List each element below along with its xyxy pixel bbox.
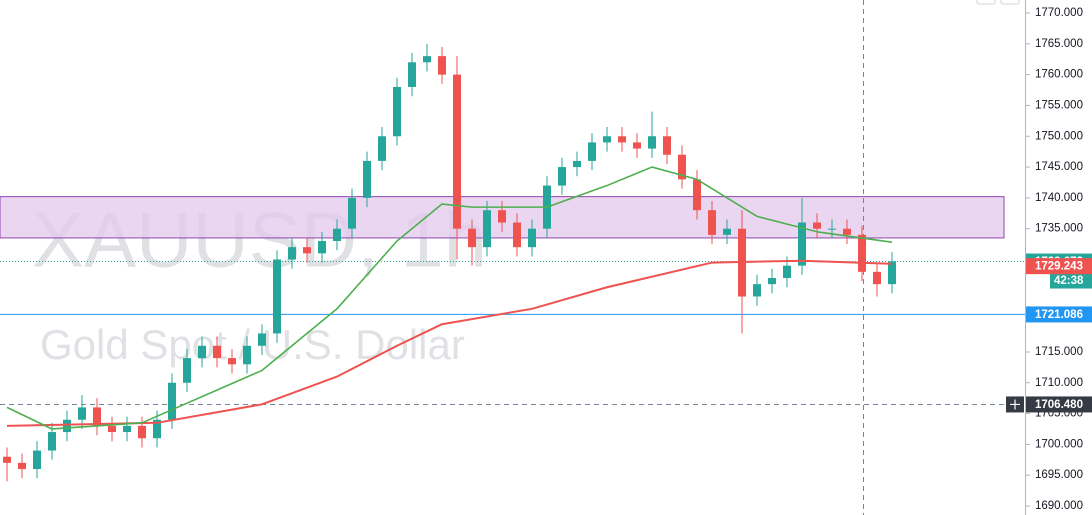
candle-body <box>498 210 506 223</box>
y-tick-label: 1700.000 <box>1035 438 1083 450</box>
candle-body <box>828 228 836 230</box>
candle-body <box>3 456 11 463</box>
y-tick-label: 1745.000 <box>1035 161 1083 173</box>
candle-body <box>528 228 536 248</box>
candle-body <box>363 160 371 198</box>
candle-body <box>393 86 401 137</box>
candle-body <box>213 345 221 359</box>
candle-body <box>108 425 116 433</box>
watermark-description: Gold Spot / U.S. Dollar <box>40 321 465 368</box>
plus-icon <box>1010 399 1020 410</box>
candle-body <box>663 136 671 155</box>
candle-body <box>228 358 236 365</box>
candle-body <box>453 74 461 229</box>
y-tick-label: 1735.000 <box>1035 223 1083 235</box>
toolbar-button[interactable] <box>1000 0 1020 5</box>
prev-close-tag: 1729.243 <box>1035 261 1083 273</box>
moving-average <box>6 166 893 430</box>
crosshair-tag-bg <box>1026 396 1092 413</box>
y-tick-label: 1750.000 <box>1035 130 1083 142</box>
candle-body <box>618 136 626 143</box>
candle-body <box>753 284 761 297</box>
y-tick-label: 1690.000 <box>1035 500 1083 512</box>
candle-body <box>183 358 191 383</box>
candle-body <box>273 259 281 334</box>
candle-body <box>558 167 566 186</box>
candle-body <box>798 222 806 266</box>
y-tick-label: 1710.000 <box>1035 377 1083 389</box>
candle-body <box>93 407 101 426</box>
candle-body <box>603 136 611 143</box>
candle-body <box>438 56 446 75</box>
plot-area <box>0 0 1025 515</box>
candle-body <box>648 136 656 149</box>
candle-body <box>768 277 776 285</box>
candle-body <box>588 142 596 161</box>
candle-body <box>423 56 431 63</box>
y-tick-label: 1740.000 <box>1035 192 1083 204</box>
prev-close-tag-bg <box>1026 258 1092 275</box>
candle-body <box>288 247 296 260</box>
candle-body <box>843 228 851 235</box>
candle-body <box>63 419 71 433</box>
y-tick-label: 1770.000 <box>1035 7 1083 19</box>
candle-body <box>168 382 176 420</box>
candle-body <box>318 241 326 254</box>
candle-body <box>348 197 356 229</box>
candle-body <box>783 265 791 278</box>
candle-body <box>708 210 716 235</box>
candle-body <box>378 136 386 161</box>
countdown-bg <box>1050 272 1092 289</box>
countdown: 42:38 <box>1054 275 1084 287</box>
candle-body <box>48 432 56 451</box>
candle-body <box>693 179 701 211</box>
candle-body <box>468 228 476 248</box>
candle-body <box>633 142 641 149</box>
toolbar-button[interactable] <box>976 0 996 5</box>
candle-body <box>198 345 206 359</box>
candle-body <box>78 407 86 420</box>
y-tick-label: 1695.000 <box>1035 469 1083 481</box>
candle-body <box>123 425 131 433</box>
candle-body <box>723 228 731 235</box>
candle-body <box>333 228 341 242</box>
level-tag-bg <box>1026 306 1092 323</box>
candle-body <box>33 450 41 470</box>
candle-body <box>243 345 251 365</box>
price-axis: 1770.000 1765.000 1760.000 1755.000 1750.000… <box>1006 7 1092 512</box>
y-tick-label: 1760.000 <box>1035 69 1083 81</box>
y-tick-label: 1765.000 <box>1035 38 1083 50</box>
candle-body <box>408 62 416 87</box>
moving-average <box>6 259 893 427</box>
y-tick-label: 1755.000 <box>1035 99 1083 111</box>
candle-body <box>573 160 581 168</box>
y-tick-label: 1715.000 <box>1035 346 1083 358</box>
level-tag: 1721.086 <box>1035 309 1083 321</box>
candle-body <box>873 271 881 285</box>
crosshair-tag: 1706.480 <box>1035 399 1083 411</box>
candle-body <box>858 234 866 272</box>
candle-body <box>678 154 686 180</box>
candle-body <box>888 261 896 285</box>
candle-body <box>813 222 821 229</box>
candle-body <box>303 247 311 254</box>
candle-body <box>18 462 26 470</box>
candle-body <box>153 419 161 439</box>
candle-body <box>258 333 266 346</box>
candle-body <box>483 210 491 248</box>
candle-body <box>138 425 146 439</box>
candle-body <box>513 222 521 248</box>
